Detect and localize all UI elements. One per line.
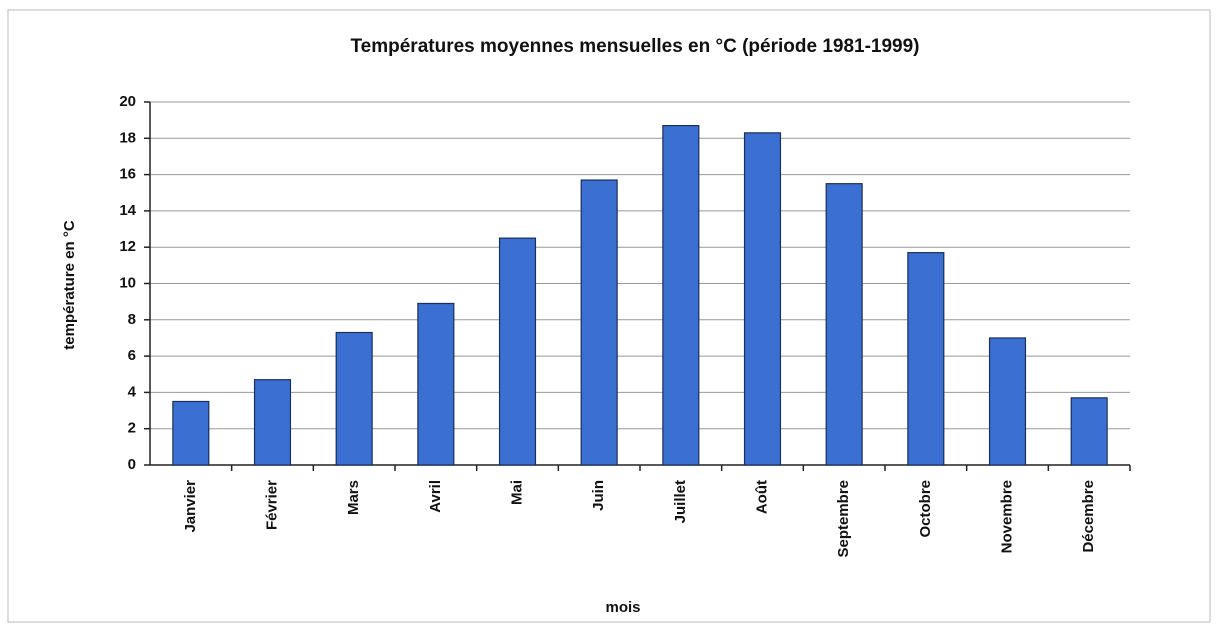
y-tick-label: 4: [128, 383, 137, 400]
bar: [172, 400, 210, 466]
chart-title: Températures moyennes mensuelles en °C (…: [350, 36, 919, 57]
x-tick-label: Août: [753, 480, 770, 514]
x-tick-label: Janvier: [182, 480, 199, 533]
y-tick-label: 12: [119, 238, 136, 255]
bar: [498, 237, 537, 466]
y-tick-label: 20: [119, 93, 136, 110]
bar: [825, 183, 863, 466]
bar: [743, 132, 782, 466]
bar: [988, 337, 1027, 466]
y-tick-label: 16: [119, 166, 136, 183]
bar: [662, 124, 700, 466]
bar: [335, 331, 373, 466]
y-tick-label: 0: [128, 456, 136, 473]
y-tick-label: 18: [119, 129, 136, 146]
x-tick-label: Décembre: [1080, 480, 1097, 553]
y-tick-label: 2: [128, 420, 136, 437]
bar: [1070, 397, 1108, 466]
x-tick-label: Février: [263, 480, 280, 530]
bar: [580, 179, 618, 466]
bar: [253, 379, 292, 466]
x-tick-label: Mai: [508, 480, 525, 505]
bar: [907, 252, 945, 466]
x-tick-label: Septembre: [835, 480, 852, 558]
x-axis-label: mois: [605, 599, 640, 616]
bar: [417, 302, 455, 466]
x-tick-label: Avril: [427, 480, 444, 513]
chart-frame: [7, 9, 1211, 623]
y-axis-label: température en °C: [61, 220, 78, 350]
x-tick-label: Juillet: [672, 480, 689, 523]
x-tick-label: Octobre: [917, 480, 934, 538]
y-tick-label: 14: [119, 202, 136, 219]
x-tick-label: Mars: [345, 480, 362, 515]
y-tick-label: 6: [128, 347, 136, 364]
x-tick-label: Juin: [590, 480, 607, 511]
x-tick-label: Novembre: [998, 480, 1015, 553]
y-tick-label: 8: [128, 311, 136, 328]
y-tick-label: 10: [119, 274, 136, 291]
